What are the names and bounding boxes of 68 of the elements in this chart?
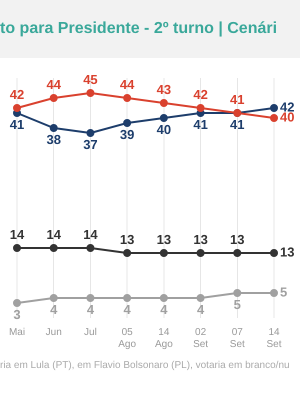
data-label: 13 <box>193 232 208 248</box>
chart-title: to para Presidente - 2º turno | Cenári <box>0 0 300 58</box>
x-tick-label: 14 Ago <box>154 326 174 350</box>
data-label: 14 <box>83 227 98 242</box>
point <box>13 299 21 307</box>
data-label: 4 <box>86 302 95 318</box>
point <box>50 94 58 102</box>
point <box>50 294 58 302</box>
data-label: 5 <box>234 297 241 312</box>
point <box>233 249 242 257</box>
data-label: 41 <box>230 92 245 108</box>
data-label: 38 <box>46 132 61 148</box>
point <box>270 249 278 257</box>
data-label: 14 <box>10 227 25 242</box>
data-label: 14 <box>46 227 62 242</box>
data-label: 13 <box>120 232 134 248</box>
point <box>196 249 205 257</box>
point <box>50 244 58 252</box>
point <box>160 249 168 257</box>
point <box>86 89 94 97</box>
point <box>160 294 168 302</box>
data-label: 3 <box>13 307 21 322</box>
data-label: 44 <box>120 77 136 92</box>
point <box>160 114 168 122</box>
point <box>270 289 278 297</box>
data-label: 4 <box>124 302 132 318</box>
data-label: 13 <box>230 232 245 248</box>
x-tick-label: 14 Set <box>266 326 282 350</box>
data-label: 5 <box>280 284 288 300</box>
data-label: 4 <box>196 302 205 318</box>
data-label: 45 <box>83 72 98 88</box>
point <box>160 99 168 107</box>
point <box>50 124 58 132</box>
point <box>123 294 132 302</box>
x-tick-label: Jun <box>46 326 62 338</box>
data-label: 13 <box>280 244 294 260</box>
data-label: 41 <box>10 117 24 132</box>
point <box>13 244 21 252</box>
point <box>270 114 278 122</box>
point <box>86 244 94 252</box>
point <box>86 294 94 302</box>
x-tick-label: Mai <box>8 326 26 338</box>
x-tick-label: 05 Ago <box>118 326 136 350</box>
data-label: 44 <box>46 77 62 92</box>
x-tick-label: 07 Set <box>230 326 246 350</box>
data-label: 42 <box>193 87 208 102</box>
point <box>13 104 21 112</box>
point <box>123 94 132 102</box>
text: ria em Lula (PT), em Flavio Bolsonaro (PL), votaria em branco/nu <box>0 360 291 371</box>
data-label: 41 <box>193 117 208 132</box>
point <box>196 294 205 302</box>
point <box>86 129 94 137</box>
data-label: 40 <box>156 122 172 138</box>
data-label: 37 <box>83 137 98 152</box>
data-label: 4 <box>160 302 168 318</box>
point <box>196 104 205 112</box>
point <box>233 289 242 297</box>
data-label: 4 <box>50 302 58 318</box>
data-label: 39 <box>120 127 134 142</box>
point <box>123 249 132 257</box>
x-tick-label: 02 Set <box>193 326 208 350</box>
point <box>123 119 132 127</box>
point <box>270 104 278 112</box>
data-label: 42 <box>10 87 24 102</box>
data-label: 43 <box>156 82 172 98</box>
data-label: 41 <box>230 117 245 132</box>
x-tick-label: Jul <box>84 326 97 338</box>
data-label: 13 <box>156 232 172 248</box>
